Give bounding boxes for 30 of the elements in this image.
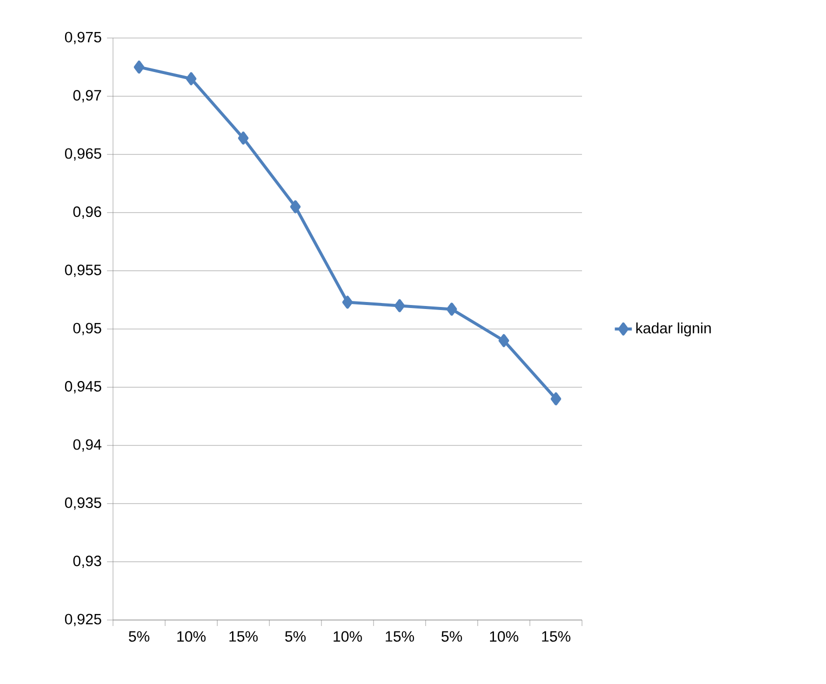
point (446, 302, 457, 316)
y-tick-label: 0,97 (73, 90, 102, 102)
x-tick-label: 10% (334, 631, 362, 642)
point (550, 392, 562, 406)
legend-label: kadar lignin (636, 322, 711, 336)
x-tick-label: 10% (177, 631, 206, 642)
point (186, 72, 196, 86)
point (342, 296, 353, 309)
point (238, 132, 249, 145)
point (394, 299, 405, 312)
x-tick-label: 5% (285, 631, 306, 642)
y-tick-label: 0,925 (65, 614, 102, 626)
x-tick-label: 15% (386, 631, 414, 642)
point (290, 200, 301, 214)
y-tick-label: 0,935 (65, 497, 102, 510)
x-tick-label: 5% (442, 631, 462, 642)
y-tick-label: 0,945 (65, 381, 102, 394)
y-tick-label: 0,96 (73, 206, 102, 219)
y-tick-label: 0,93 (73, 556, 102, 568)
point (498, 334, 510, 348)
y-tick-label: 0,94 (73, 439, 102, 452)
x-tick-label: 15% (542, 631, 570, 642)
y-tick-label: 0,955 (65, 264, 102, 277)
x-tick-label: 15% (229, 631, 258, 642)
y-tick-label: 0,95 (73, 322, 102, 336)
x-tick-label: 10% (490, 631, 518, 642)
x-tick-label: 5% (128, 631, 150, 642)
y-tick-label: 0,975 (65, 32, 102, 44)
y-tick-label: 0,965 (65, 148, 102, 161)
point (134, 60, 144, 74)
